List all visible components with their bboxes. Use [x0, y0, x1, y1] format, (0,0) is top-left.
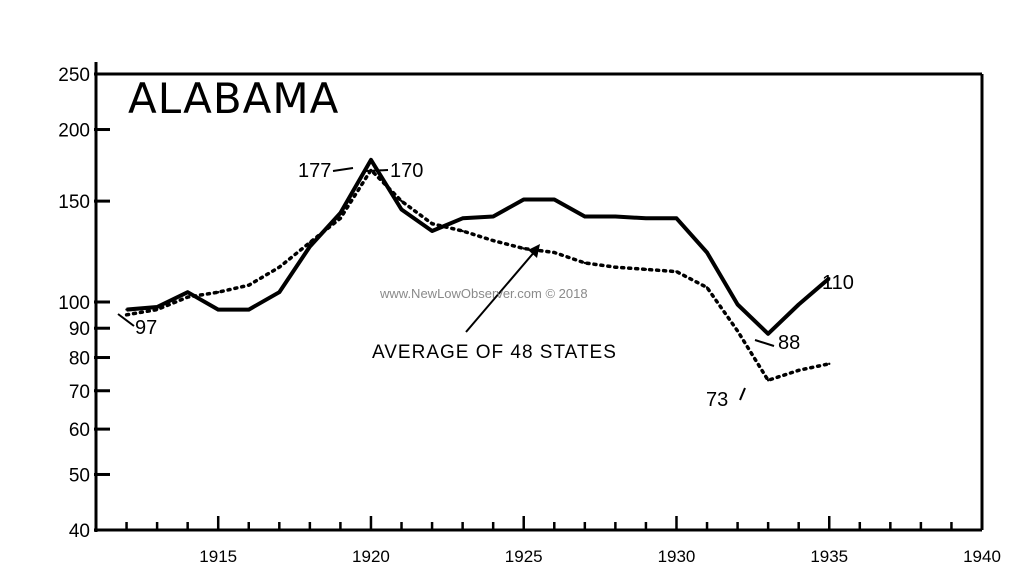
- annotation-177: 177: [298, 160, 331, 182]
- series-label-pointer: [465, 249, 537, 333]
- y-tick-label: 60: [69, 420, 90, 441]
- data-point-alabama: [705, 251, 709, 254]
- data-point-alabama: [675, 217, 678, 220]
- y-tick-label: 100: [58, 293, 90, 314]
- y-tick-label: 50: [69, 465, 90, 486]
- x-tick-label: 1940: [963, 547, 1001, 566]
- data-point-average: [339, 217, 342, 220]
- annotation-88-leader: [754, 339, 775, 347]
- series-line-average-48-states: [124, 167, 831, 383]
- annotation-73: 73: [706, 389, 728, 411]
- annotation-170: 170: [390, 160, 423, 182]
- data-point-alabama: [614, 215, 617, 218]
- annotation-97-leader: [117, 313, 135, 327]
- data-point-average: [430, 222, 434, 225]
- x-axis-ticks: 1915 1920 1925 1930 1935 1940: [94, 516, 1001, 566]
- data-point-average: [278, 266, 281, 269]
- data-point-alabama: [217, 308, 220, 311]
- data-point-average: [155, 308, 159, 311]
- data-point-alabama: [522, 198, 525, 201]
- annotation-177-leader: [332, 167, 354, 172]
- data-point-alabama: [644, 217, 648, 220]
- data-point-average: [247, 283, 250, 287]
- data-point-average: [644, 268, 648, 271]
- data-point-average: [766, 379, 770, 382]
- data-point-alabama: [369, 158, 373, 162]
- x-tick-label: 1915: [199, 547, 237, 566]
- data-point-average: [705, 286, 709, 289]
- data-point-average: [308, 241, 312, 244]
- data-point-average: [217, 291, 220, 294]
- data-point-alabama: [828, 277, 831, 280]
- data-point-alabama: [247, 308, 250, 311]
- data-point-average: [736, 329, 739, 333]
- data-point-average: [675, 270, 678, 273]
- data-point-average: [522, 247, 525, 250]
- y-tick-label: 80: [69, 349, 90, 370]
- data-point-average: [797, 369, 800, 372]
- data-point-alabama: [125, 308, 128, 311]
- series-label-average-48-states: AVERAGE OF 48 STATES: [372, 342, 617, 363]
- x-tick-label: 1935: [810, 547, 848, 566]
- series-label-pointer-arrowhead: [528, 244, 540, 258]
- data-points: [125, 158, 831, 382]
- y-tick-label: 70: [69, 382, 90, 403]
- y-tick-label: 150: [58, 192, 90, 213]
- y-axis-ticks: 40 50 60 70 80 90 100 150 200 250: [58, 65, 110, 542]
- annotation-170-leader: [365, 169, 389, 172]
- chart-title: ALABAMA: [128, 74, 339, 123]
- data-point-average: [186, 295, 189, 299]
- data-point-average: [461, 229, 464, 233]
- data-point-average: [491, 239, 495, 242]
- annotation-73-leader: [739, 387, 746, 401]
- data-point-alabama: [797, 303, 800, 306]
- data-point-alabama: [339, 211, 342, 215]
- data-point-alabama: [186, 291, 189, 294]
- data-point-alabama: [155, 305, 159, 309]
- annotation-97: 97: [135, 317, 157, 339]
- data-point-alabama: [553, 198, 556, 201]
- y-tick-label: 200: [58, 121, 90, 142]
- data-point-average: [553, 251, 556, 254]
- y-tick-label: 90: [69, 319, 90, 340]
- annotation-110: 110: [822, 272, 854, 294]
- data-point-alabama: [766, 332, 770, 336]
- x-tick-label: 1920: [352, 547, 390, 566]
- data-point-average: [400, 199, 403, 203]
- data-point-average: [125, 313, 128, 316]
- data-point-alabama: [400, 208, 403, 211]
- data-point-alabama: [308, 245, 312, 248]
- data-point-average: [583, 261, 587, 265]
- data-point-alabama: [430, 229, 434, 233]
- annotation-88: 88: [778, 332, 800, 354]
- data-point-alabama: [583, 215, 587, 218]
- y-tick-label: 40: [69, 521, 90, 542]
- data-point-alabama: [491, 215, 495, 218]
- data-point-average: [614, 266, 617, 269]
- y-tick-label: 250: [58, 65, 90, 86]
- x-tick-label: 1930: [658, 547, 696, 566]
- series-line-alabama: [126, 157, 831, 336]
- watermark: www.NewLowObserver.com © 2018: [379, 286, 588, 301]
- x-tick-label: 1925: [505, 547, 543, 566]
- data-point-alabama: [736, 303, 739, 306]
- data-point-average: [828, 362, 831, 366]
- data-point-alabama: [278, 291, 281, 294]
- data-point-alabama: [461, 217, 464, 220]
